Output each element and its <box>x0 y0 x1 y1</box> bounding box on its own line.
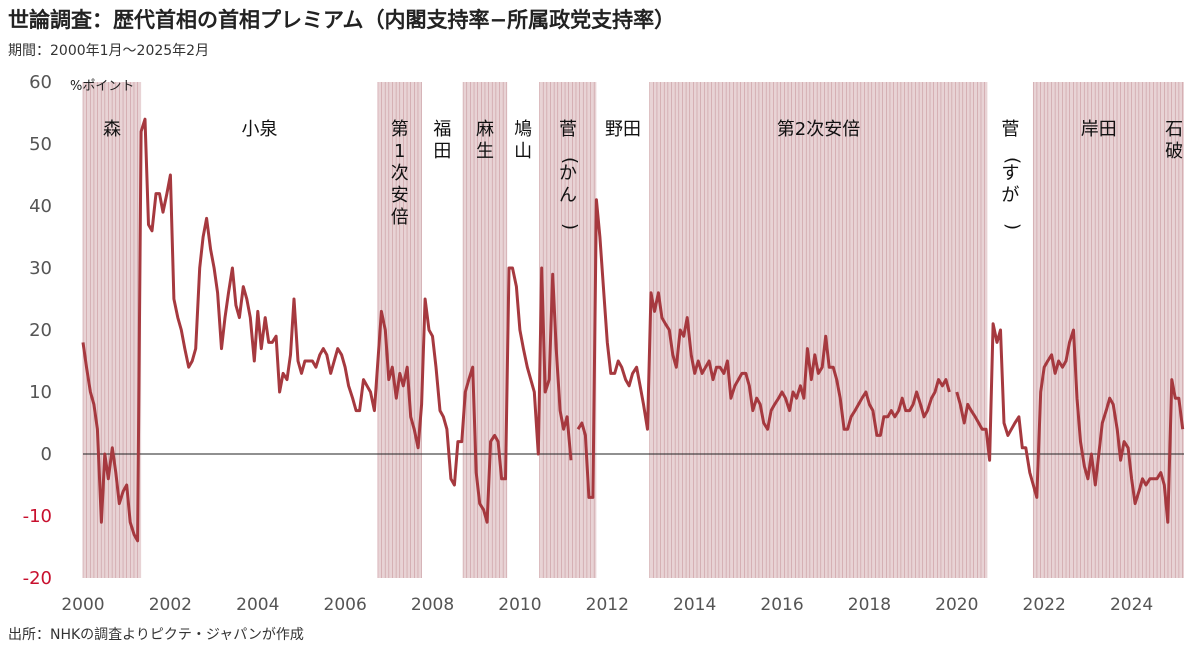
y-tick-label: 40 <box>29 196 52 217</box>
y-tick-label: 0 <box>41 444 52 465</box>
y-tick-label: -20 <box>23 568 52 589</box>
shaded-band-6 <box>539 82 597 578</box>
chart-title: 世論調査：歴代首相の首相プレミアム（内閣支持率−所属政党支持率） <box>8 8 676 32</box>
chart-subtitle: 期間：2000年1月～2025年2月 <box>8 43 210 59</box>
y-tick-label: 50 <box>29 134 52 155</box>
series-line-segment-2 <box>955 322 1185 524</box>
x-tick-label: 2018 <box>848 595 891 615</box>
x-tick-label: 2000 <box>61 595 104 615</box>
x-tick-label: 2008 <box>411 595 454 615</box>
y-axis-unit-label: %ポイント <box>70 79 134 94</box>
x-tick-label: 2020 <box>935 595 978 615</box>
y-tick-label: 10 <box>29 382 52 403</box>
pm-label-4: 麻生 <box>476 119 494 162</box>
pm-label-10: 岸田 <box>1081 119 1117 140</box>
y-tick-labels: 60 50 40 30 20 10 0 -10 -20 <box>23 72 52 589</box>
x-tick-label: 2010 <box>498 595 541 615</box>
y-tick-label: 20 <box>29 320 52 341</box>
source-note: 出所：NHKの調査よりピクテ・ジャパンが作成 <box>8 627 304 643</box>
y-tick-label: 60 <box>29 72 52 93</box>
x-tick-label: 2006 <box>324 595 367 615</box>
pm-label-7: 野田 <box>605 119 641 140</box>
x-tick-labels: 2000 2002 2004 2006 2008 2010 2012 2014 2016 2018… <box>61 595 1153 615</box>
pm-label-8: 第2次安倍 <box>777 119 860 140</box>
x-tick-label: 2004 <box>236 595 279 615</box>
y-tick-label: -10 <box>23 506 52 527</box>
pm-label-2: 第 1 次安倍 <box>391 119 409 228</box>
series-lines <box>81 117 1185 543</box>
series-line-segment-1 <box>576 198 951 499</box>
x-tick-label: 2014 <box>673 595 716 615</box>
pm-label-11: 石破 <box>1165 119 1183 162</box>
y-tick-label: 30 <box>29 258 52 279</box>
x-tick-label: 2024 <box>1110 595 1153 615</box>
pm-label-1: 小泉 <box>242 119 278 140</box>
pm-label-9: 菅(すが) <box>1001 119 1022 230</box>
x-tick-label: 2016 <box>760 595 803 615</box>
shaded-periods <box>82 82 1184 578</box>
pm-label-3: 福田 <box>433 119 451 162</box>
shaded-band-8 <box>649 82 988 578</box>
x-tick-label: 2002 <box>149 595 192 615</box>
pm-label-6: 菅(かん) <box>559 119 580 230</box>
pm-label-0: 森 <box>103 119 121 140</box>
pm-label-5: 鳩山 <box>514 119 532 162</box>
x-tick-label: 2022 <box>1023 595 1066 615</box>
series-line-segment-0 <box>81 117 573 543</box>
x-tick-label: 2012 <box>586 595 629 615</box>
